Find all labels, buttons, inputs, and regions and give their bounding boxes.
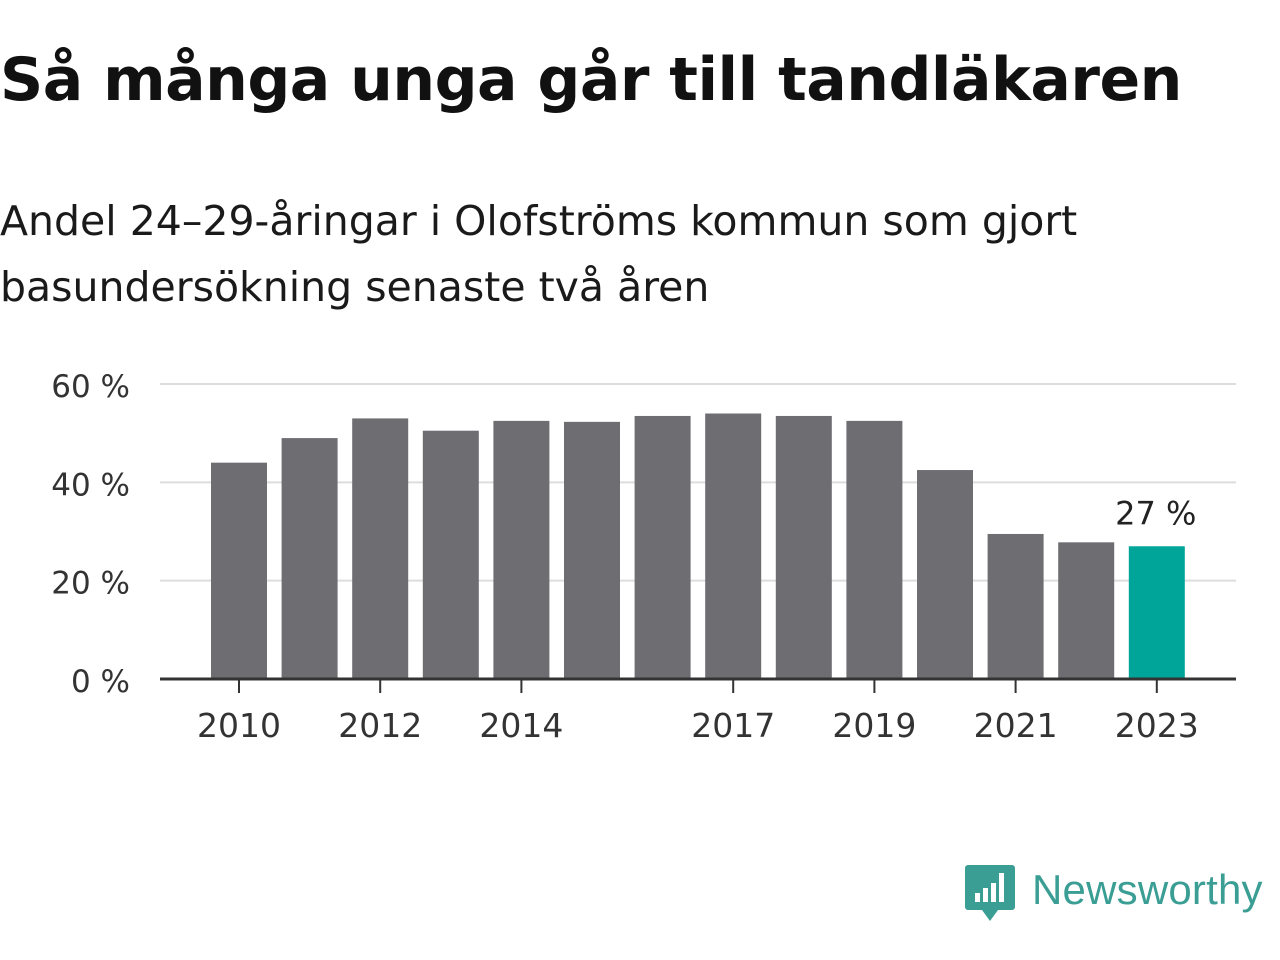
newsworthy-logo-text: Newsworthy bbox=[1032, 866, 1263, 913]
x-tick-label: 2010 bbox=[197, 706, 281, 745]
bar bbox=[211, 462, 267, 679]
bar-highlight bbox=[1128, 546, 1185, 679]
chart-title: Så många unga går till tandläkaren bbox=[0, 45, 1182, 115]
bar bbox=[705, 413, 762, 679]
bar bbox=[634, 415, 691, 679]
bar bbox=[917, 470, 973, 679]
bar bbox=[422, 430, 479, 679]
bar bbox=[846, 420, 903, 679]
bar bbox=[987, 533, 1044, 679]
bar bbox=[352, 418, 409, 679]
x-tick-label: 2019 bbox=[832, 706, 916, 745]
y-tick-label: 0 % bbox=[71, 664, 130, 700]
x-tick-label: 2012 bbox=[338, 706, 422, 745]
x-tick-label: 2023 bbox=[1115, 706, 1199, 745]
bar bbox=[281, 438, 338, 679]
chart-subtitle: Andel 24–29-åringar i Olofströms kommun … bbox=[0, 197, 1078, 311]
bar bbox=[493, 420, 550, 679]
y-tick-label: 20 % bbox=[51, 566, 130, 602]
y-tick-label: 40 % bbox=[51, 467, 130, 503]
bar bbox=[775, 415, 832, 679]
data-label: 27 % bbox=[1115, 494, 1196, 532]
bar bbox=[564, 421, 620, 679]
newsworthy-logo: Newsworthy bbox=[964, 862, 1263, 926]
x-tick-label: 2017 bbox=[691, 706, 775, 745]
newsworthy-logo-icon bbox=[965, 865, 1015, 921]
x-tick-label: 2021 bbox=[974, 706, 1058, 745]
bar bbox=[1058, 542, 1115, 679]
y-tick-label: 60 % bbox=[51, 369, 130, 405]
x-tick-label: 2014 bbox=[479, 706, 563, 745]
bar-chart: 0 % 20 % 40 % 60 % 27 % 2010 2012 2014 2017 2019 2… bbox=[51, 369, 1236, 745]
